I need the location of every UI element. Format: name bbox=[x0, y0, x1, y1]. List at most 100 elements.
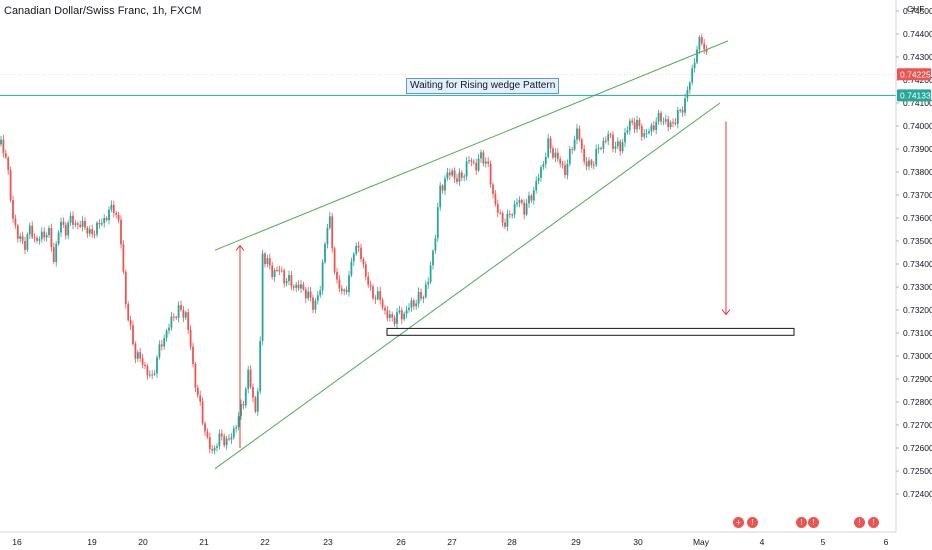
last-price-tag: 0.74225 bbox=[900, 69, 931, 79]
candle-body bbox=[578, 128, 581, 140]
event-icon[interactable]: ! bbox=[796, 517, 807, 528]
candle-body bbox=[477, 158, 480, 171]
price-tick-label: 0.72700 bbox=[903, 420, 932, 430]
price-tick-label: 0.72800 bbox=[903, 397, 932, 407]
candle-body bbox=[640, 126, 643, 137]
candle-body bbox=[604, 140, 607, 142]
candle-body bbox=[249, 369, 252, 387]
candle-body bbox=[43, 231, 46, 238]
candle-body bbox=[660, 112, 662, 122]
candle-body bbox=[352, 253, 355, 262]
candle-body bbox=[2, 139, 5, 154]
event-icon[interactable]: + bbox=[733, 517, 744, 528]
time-tick-label: 19 bbox=[87, 537, 97, 547]
candle-body bbox=[535, 180, 538, 191]
candle-body bbox=[81, 220, 84, 227]
candle-body bbox=[448, 172, 451, 176]
price-axis: 0.745000.744000.743000.742000.741000.740… bbox=[895, 0, 932, 550]
candle-body bbox=[496, 204, 499, 213]
candle-body bbox=[144, 364, 146, 367]
candle-body bbox=[84, 220, 86, 228]
candle-body bbox=[403, 313, 406, 320]
candle-body bbox=[223, 436, 226, 446]
candle-body bbox=[9, 170, 12, 200]
candle-body bbox=[580, 139, 583, 149]
candle-body bbox=[520, 200, 523, 203]
price-tick-label: 0.73100 bbox=[903, 328, 932, 338]
candle-body bbox=[295, 284, 298, 288]
candle-body bbox=[424, 284, 427, 298]
candle-body bbox=[408, 307, 410, 310]
candle-body bbox=[364, 264, 367, 277]
candle-body bbox=[64, 224, 67, 236]
event-icon[interactable]: ! bbox=[868, 517, 879, 528]
candle-body bbox=[280, 270, 283, 272]
candle-body bbox=[360, 247, 362, 260]
price-tick-label: 0.73000 bbox=[903, 351, 932, 361]
candlestick-series bbox=[0, 33, 708, 455]
event-icon[interactable]: ! bbox=[854, 517, 865, 528]
candle-body bbox=[528, 195, 530, 204]
measure-arrow-up-head bbox=[235, 244, 245, 251]
candle-body bbox=[19, 236, 22, 239]
candle-body bbox=[679, 109, 682, 111]
time-tick-label: 22 bbox=[260, 537, 270, 547]
candle-body bbox=[285, 281, 288, 284]
price-tick-label: 0.74300 bbox=[903, 52, 932, 62]
candle-body bbox=[482, 152, 485, 164]
candle-body bbox=[561, 163, 564, 166]
candle-body bbox=[602, 140, 605, 149]
candle-body bbox=[48, 227, 50, 236]
candle-body bbox=[98, 222, 101, 225]
time-tick-label: 6 bbox=[884, 537, 889, 547]
price-tick-label: 0.73900 bbox=[903, 144, 932, 154]
candle-body bbox=[184, 312, 187, 318]
candle-body bbox=[576, 128, 578, 140]
candle-body bbox=[136, 352, 139, 359]
event-icon[interactable]: ! bbox=[747, 517, 758, 528]
candle-body bbox=[31, 225, 34, 238]
candle-body bbox=[508, 213, 511, 215]
candle-body bbox=[624, 132, 626, 143]
time-tick-label: 5 bbox=[821, 537, 826, 547]
candle-body bbox=[554, 152, 557, 158]
candle-body bbox=[252, 386, 254, 398]
candle-body bbox=[273, 269, 276, 278]
candle-body bbox=[494, 194, 497, 205]
candle-body bbox=[703, 43, 706, 50]
time-tick-label: 16 bbox=[12, 537, 22, 547]
candle-body bbox=[470, 160, 473, 162]
candle-body bbox=[518, 200, 521, 203]
candle-body bbox=[600, 147, 602, 149]
currency-label: CHF bbox=[907, 4, 924, 14]
event-icon[interactable]: ! bbox=[808, 517, 819, 528]
candle-body bbox=[636, 119, 638, 130]
price-tick-label: 0.72900 bbox=[903, 374, 932, 384]
candle-body bbox=[595, 148, 598, 165]
candle-body bbox=[122, 244, 125, 272]
candle-body bbox=[451, 170, 454, 176]
candle-body bbox=[153, 373, 156, 375]
candle-body bbox=[244, 388, 247, 406]
candle-body bbox=[355, 245, 358, 254]
candle-body bbox=[271, 265, 274, 278]
candle-body bbox=[540, 167, 542, 178]
candle-body bbox=[501, 213, 504, 223]
candle-body bbox=[74, 223, 77, 225]
time-tick-label: 30 bbox=[633, 537, 643, 547]
candle-body bbox=[88, 229, 91, 234]
candle-body bbox=[432, 250, 434, 266]
candle-body bbox=[247, 369, 250, 389]
candle-body bbox=[626, 130, 629, 133]
candle-body bbox=[453, 170, 456, 179]
target-zone-box bbox=[386, 327, 795, 336]
wedge-pattern-label[interactable]: Waiting for Rising wedge Pattern bbox=[406, 78, 560, 94]
candle-body bbox=[645, 133, 648, 135]
candle-body bbox=[566, 163, 569, 176]
candle-body bbox=[196, 387, 199, 396]
candle-body bbox=[472, 161, 475, 163]
line-price-tag-bg bbox=[897, 89, 931, 102]
candle-body bbox=[38, 239, 41, 241]
candle-body bbox=[302, 284, 305, 290]
